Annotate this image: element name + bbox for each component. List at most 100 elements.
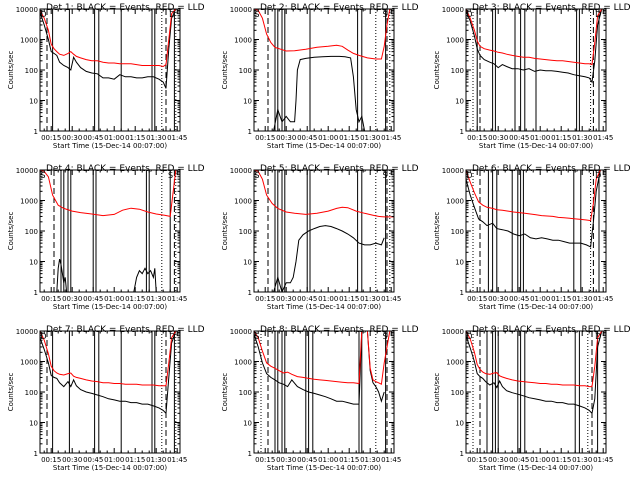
- y-tick-label: 1000: [446, 359, 464, 367]
- x-tick-label: 01:30: [146, 456, 166, 464]
- y-tick-label: 1: [34, 289, 38, 297]
- lld-series-line: [40, 331, 180, 387]
- marker-label: D: [595, 10, 601, 19]
- y-tick-label: 10: [29, 98, 38, 106]
- x-tick-label: 01:15: [125, 456, 145, 464]
- x-tick-label: 00:15: [41, 456, 61, 464]
- lld-series-line: [466, 331, 606, 388]
- x-tick-label: 01:15: [339, 456, 359, 464]
- y-tick-label: 1: [34, 450, 38, 458]
- x-tick-label: 00:30: [488, 295, 508, 303]
- marker-label: D: [466, 332, 472, 341]
- x-axis-label: Start Time (15-Dec-14 00:07:00): [53, 142, 167, 150]
- x-tick-label: 00:30: [62, 295, 82, 303]
- y-tick-label: 100: [239, 67, 252, 75]
- marker-label: S: [254, 332, 259, 341]
- y-tick-label: 1: [460, 289, 464, 297]
- x-tick-label: 00:15: [467, 295, 487, 303]
- marker-label: D: [595, 171, 601, 180]
- plot-area: [466, 9, 606, 131]
- x-tick-label: 00:30: [488, 456, 508, 464]
- x-tick-label: 00:15: [41, 295, 61, 303]
- y-tick-label: 100: [25, 389, 38, 397]
- y-axis-label: Counts/sec: [221, 212, 229, 251]
- x-tick-label: 01:30: [572, 295, 592, 303]
- x-tick-label: 01:15: [339, 295, 359, 303]
- x-tick-label: 00:15: [467, 456, 487, 464]
- y-tick-label: 10: [243, 259, 252, 267]
- x-axis-label: Start Time (15-Dec-14 00:07:00): [53, 303, 167, 311]
- events-series-line: [466, 331, 606, 415]
- x-tick-label: 01:45: [381, 295, 401, 303]
- events-series-line: [40, 331, 180, 415]
- x-tick-label: 01:00: [104, 456, 124, 464]
- x-tick-label: 00:30: [276, 295, 296, 303]
- y-tick-label: 1: [34, 128, 38, 136]
- marker-label: S: [254, 171, 259, 180]
- y-tick-label: 1000: [20, 359, 38, 367]
- y-axis-label: Counts/sec: [7, 212, 15, 251]
- marker-label: S: [383, 10, 388, 19]
- plot-area: [254, 170, 394, 292]
- plot-area: [254, 331, 394, 453]
- events-series-line: [466, 170, 606, 248]
- x-axis-label: Start Time (15-Dec-14 00:07:00): [479, 303, 593, 311]
- y-tick-label: 10000: [442, 167, 464, 175]
- x-tick-label: 00:30: [276, 456, 296, 464]
- marker-label: S: [168, 171, 173, 180]
- plot-area: [40, 331, 180, 453]
- x-tick-label: 01:30: [146, 295, 166, 303]
- x-tick-label: 00:45: [297, 456, 317, 464]
- marker-label: D: [40, 332, 46, 341]
- x-tick-label: 01:45: [593, 456, 613, 464]
- y-tick-label: 10000: [230, 328, 252, 336]
- y-tick-label: 1000: [20, 37, 38, 45]
- x-tick-label: 00:15: [467, 134, 487, 142]
- x-tick-label: 00:15: [255, 134, 275, 142]
- x-tick-label: 01:45: [381, 134, 401, 142]
- x-axis-label: Start Time (15-Dec-14 00:07:00): [479, 464, 593, 472]
- x-tick-label: 00:45: [83, 134, 103, 142]
- y-axis-label: Counts/sec: [7, 51, 15, 90]
- lld-series-line: [254, 331, 394, 385]
- chart-title: Det 3: BLACK = Events, RED = LLD: [472, 3, 631, 13]
- lld-series-line: [466, 170, 606, 222]
- x-tick-label: 01:45: [167, 295, 187, 303]
- x-tick-label: 01:00: [318, 456, 338, 464]
- x-tick-label: 01:30: [360, 456, 380, 464]
- lld-series-line: [254, 9, 394, 60]
- x-tick-label: 00:45: [509, 295, 529, 303]
- y-tick-label: 10000: [16, 6, 38, 14]
- x-tick-label: 01:30: [360, 134, 380, 142]
- x-tick-label: 01:00: [530, 134, 550, 142]
- y-tick-label: 100: [451, 389, 464, 397]
- x-tick-label: 01:45: [381, 456, 401, 464]
- y-axis-label: Counts/sec: [7, 373, 15, 412]
- events-series-line: [273, 225, 385, 292]
- y-axis-label: Counts/sec: [433, 373, 441, 412]
- x-tick-label: 00:15: [41, 134, 61, 142]
- y-tick-label: 10000: [442, 328, 464, 336]
- plot-area: [466, 331, 606, 453]
- y-tick-label: 1000: [234, 198, 252, 206]
- x-tick-label: 00:15: [255, 295, 275, 303]
- y-tick-label: 1: [248, 128, 252, 136]
- x-tick-label: 00:45: [509, 134, 529, 142]
- y-axis-label: Counts/sec: [221, 51, 229, 90]
- y-axis-label: Counts/sec: [433, 51, 441, 90]
- y-tick-label: 1000: [234, 359, 252, 367]
- lld-series-line: [254, 170, 394, 218]
- plot-area: [40, 170, 180, 292]
- marker-label: D: [40, 10, 46, 19]
- plot-area: [254, 9, 394, 131]
- x-tick-label: 01:45: [167, 456, 187, 464]
- y-tick-label: 100: [25, 228, 38, 236]
- chart-title: Det 6: BLACK = Events, RED = LLD: [472, 164, 631, 174]
- plot-frame: [465, 169, 607, 293]
